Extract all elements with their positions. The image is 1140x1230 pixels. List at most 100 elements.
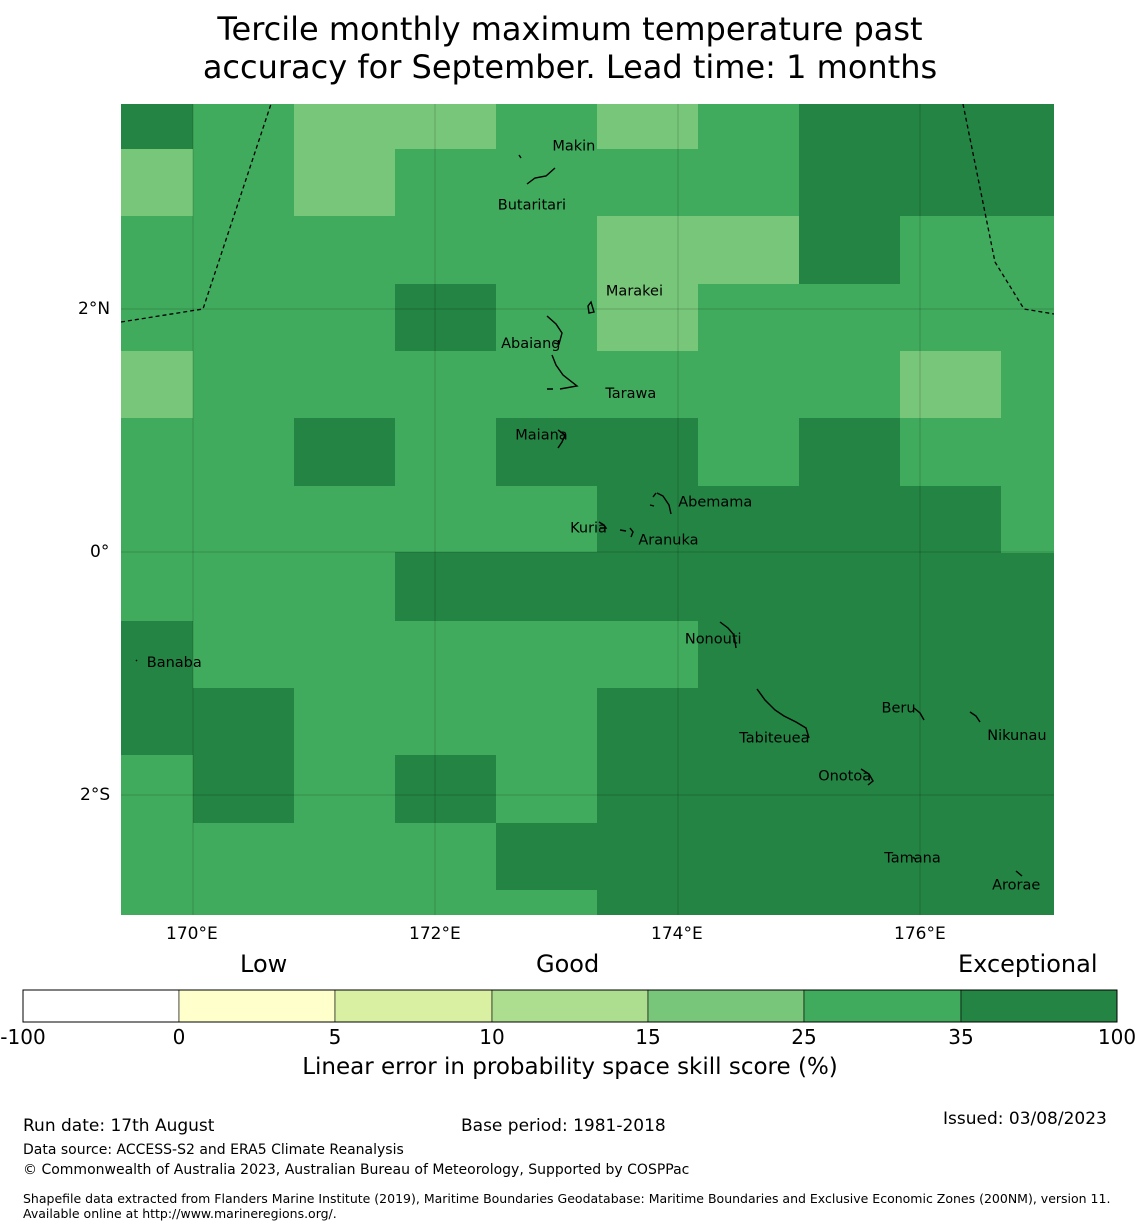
colorbar-segment (22, 989, 180, 1023)
grid-cell (496, 351, 598, 419)
grid-cell (698, 216, 800, 285)
grid-cell (294, 104, 396, 150)
colorbar-tick: 100 (1097, 1025, 1137, 1049)
grid-cell (496, 823, 598, 891)
grid-cell (395, 149, 497, 217)
data-source: Data source: ACCESS-S2 and ERA5 Climate … (23, 1142, 404, 1158)
colorbar-tick: 0 (172, 1025, 186, 1049)
skill-grid-cells (121, 104, 1054, 915)
grid-cell (395, 418, 497, 487)
grid-cell (900, 486, 1002, 553)
grid-cell (294, 688, 396, 756)
eez-boundary-west (121, 104, 272, 323)
grid-cell (698, 823, 800, 891)
grid-cell (121, 284, 194, 352)
place-label-marakei: Marakei (606, 283, 663, 299)
grid-cell (698, 104, 800, 150)
grid-cell (496, 216, 598, 285)
grid-cell (294, 418, 396, 487)
place-label-aranuka: Aranuka (638, 533, 698, 549)
place-label-kuria: Kuria (570, 521, 607, 537)
grid-cell (698, 890, 800, 915)
colorbar-segment (491, 989, 649, 1023)
grid-cell (395, 486, 497, 553)
grid-cell (799, 621, 901, 689)
grid-cell (799, 486, 901, 553)
grid-cell (799, 418, 901, 487)
grid-cell (496, 418, 598, 487)
island-beru (913, 707, 925, 721)
grid-cell (193, 418, 295, 487)
island-nonouti (719, 621, 737, 649)
grid-cell (900, 890, 1054, 915)
colorbar-tick: 10 (479, 1025, 505, 1049)
grid-cell (121, 621, 194, 689)
grid-cell (395, 823, 497, 891)
grid-cell (496, 688, 598, 756)
grid-cell (597, 104, 699, 150)
grid-cell (395, 351, 497, 419)
grid-cell (193, 688, 295, 756)
grid-cell (799, 552, 901, 622)
island-maiana (557, 429, 566, 449)
grid-cell (597, 486, 699, 553)
y-tick-2n: 2°N (78, 299, 111, 319)
grid-cell (294, 755, 396, 824)
colorbar-segments (22, 989, 1118, 1023)
copyright: © Commonwealth of Australia 2023, Austra… (23, 1162, 690, 1178)
grid-cell (121, 216, 194, 285)
place-labels: Makin Butaritari Marakei Abaiang Tarawa Maian… (147, 138, 1047, 893)
run-date: Run date: 17th August (23, 1116, 215, 1136)
grid-cell (900, 351, 1002, 419)
grid-cell (121, 688, 194, 756)
grid-cell (698, 552, 800, 622)
grid-cell (193, 486, 295, 553)
title-line-1: Tercile monthly maximum temperature past (217, 10, 923, 48)
grid-cell (597, 621, 699, 689)
grid-cell (799, 216, 901, 285)
grid-cell (799, 823, 901, 891)
issued-date: Issued: 03/08/2023 (943, 1109, 1107, 1129)
island-butaritari (526, 167, 556, 185)
grid-cell (597, 216, 699, 285)
grid-cell (597, 755, 699, 824)
grid-cell (193, 104, 295, 150)
grid-cell (698, 149, 800, 217)
place-label-maiana: Maiana (515, 427, 567, 443)
grid-cell (698, 418, 800, 487)
island-onotoa (860, 768, 874, 786)
grid-cell (597, 688, 699, 756)
y-tick-0: 0° (90, 542, 110, 562)
grid-cell (294, 149, 396, 217)
grid-cell (799, 284, 901, 352)
island-banaba (135, 659, 138, 662)
grid-cell (698, 486, 800, 553)
colorbar-tick: 15 (635, 1025, 661, 1049)
base-period: Base period: 1981-2018 (461, 1116, 666, 1136)
grid-cell (193, 890, 295, 915)
x-tick-170: 170°E (166, 924, 218, 944)
grid-cell (900, 149, 1054, 217)
grid-cell (294, 823, 396, 891)
grid-cell (900, 621, 1054, 689)
grid-cell (193, 351, 295, 419)
grid-cell (496, 486, 598, 553)
grid-cell (597, 149, 699, 217)
grid-cell (1001, 486, 1054, 553)
grid-cell (121, 890, 194, 915)
colorbar-segment (803, 989, 962, 1023)
grid-cell (496, 552, 598, 622)
island-marakei (587, 300, 595, 314)
grid-cell (597, 418, 699, 487)
grid-cell (294, 621, 396, 689)
grid-cell (496, 104, 598, 150)
grid-cell (121, 823, 194, 891)
grid-cell (900, 104, 1054, 150)
place-label-tamana: Tamana (883, 851, 940, 867)
colorbar-segment (647, 989, 805, 1023)
grid-cell (193, 149, 295, 217)
grid-cell (597, 823, 699, 891)
grid-cell (395, 890, 497, 915)
grid-cell (698, 284, 800, 352)
island-makin (518, 154, 522, 159)
